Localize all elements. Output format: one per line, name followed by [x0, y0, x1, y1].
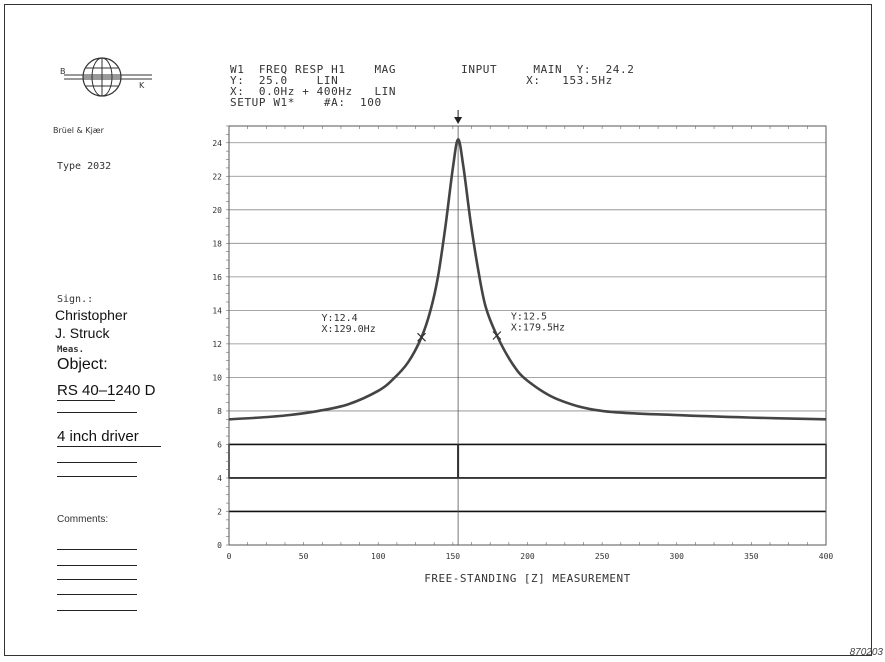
cursor-label-x: X:179.5Hz [511, 323, 565, 334]
object-rule-3 [57, 462, 137, 463]
x-tick-label: 100 [371, 552, 386, 561]
object-rule-1 [57, 412, 137, 413]
x-tick-label: 50 [299, 552, 309, 561]
x-axis-title: FREE-STANDING [Z] MEASUREMENT [424, 572, 631, 585]
brand-logo: B K [60, 57, 152, 97]
figure-number: 870203 [849, 647, 883, 658]
y-tick-label: 2 [217, 507, 222, 516]
x-tick-label: 200 [520, 552, 535, 561]
header-line-4: SETUP W1* #A: 100 [230, 96, 382, 109]
logo-letter-k: K [139, 81, 145, 90]
object-underline [57, 400, 115, 401]
x-tick-label: 250 [595, 552, 610, 561]
y-tick-label: 12 [212, 340, 222, 349]
y-tick-label: 20 [212, 206, 222, 215]
y-tick-label: 8 [217, 407, 222, 416]
signer-line-2: J. Struck [55, 325, 110, 341]
x-tick-label: 0 [227, 552, 232, 561]
cursor-marker [492, 331, 502, 340]
object-value: RS 40–1240 D [57, 382, 156, 399]
cursor-label-y: Y:12.4 [322, 313, 358, 324]
y-tick-label: 4 [217, 474, 222, 483]
comments-rule-1 [57, 549, 137, 550]
header-line-2: Y: 25.0 LIN X: 153.5Hz [230, 74, 613, 87]
comments-rule-5 [57, 610, 137, 611]
object-description: 4 inch driver [57, 428, 139, 445]
signer-line-1: Christopher [55, 307, 128, 323]
cursor-label-x: X:129.0Hz [322, 324, 376, 335]
y-tick-label: 16 [212, 273, 222, 282]
meas-label: Meas. [57, 345, 85, 355]
instrument-type: Type 2032 [57, 161, 112, 172]
page-frame [4, 4, 872, 656]
response-curve [228, 138, 827, 421]
comments-rule-4 [57, 594, 137, 595]
lower-box [228, 443, 827, 479]
comments-rule-2 [57, 565, 137, 566]
header-line-1: W1 FREQ RESP H1 MAG INPUT MAIN Y: 24.2 [230, 63, 635, 76]
x-tick-label: 300 [670, 552, 685, 561]
x-tick-label: 400 [819, 552, 834, 561]
brand-name: Brüel & Kjær [53, 126, 104, 135]
header-line-3: X: 0.0Hz + 400Hz LIN [230, 85, 397, 98]
y-tick-label: 0 [217, 541, 222, 550]
y-tick-label: 6 [217, 440, 222, 449]
cursor-marker [417, 332, 426, 342]
object-rule-4 [57, 476, 137, 477]
plot-frame [228, 125, 827, 546]
sign-label: Sign.: [57, 294, 94, 305]
y-tick-label: 10 [212, 373, 222, 382]
y-tick-label: 24 [212, 139, 222, 148]
logo-letter-b: B [60, 67, 66, 76]
x-tick-label: 350 [744, 552, 759, 561]
y-tick-label: 22 [212, 172, 222, 181]
object-rule-2 [57, 446, 161, 447]
object-label: Object: [57, 356, 108, 373]
cursor-label-y: Y:12.5 [511, 312, 547, 323]
y-tick-label: 18 [212, 239, 222, 248]
x-tick-label: 150 [446, 552, 461, 561]
y-tick-label: 14 [212, 306, 222, 315]
cursor-arrow-icon [454, 117, 463, 124]
comments-label: Comments: [57, 514, 109, 525]
comments-rule-3 [57, 579, 137, 580]
